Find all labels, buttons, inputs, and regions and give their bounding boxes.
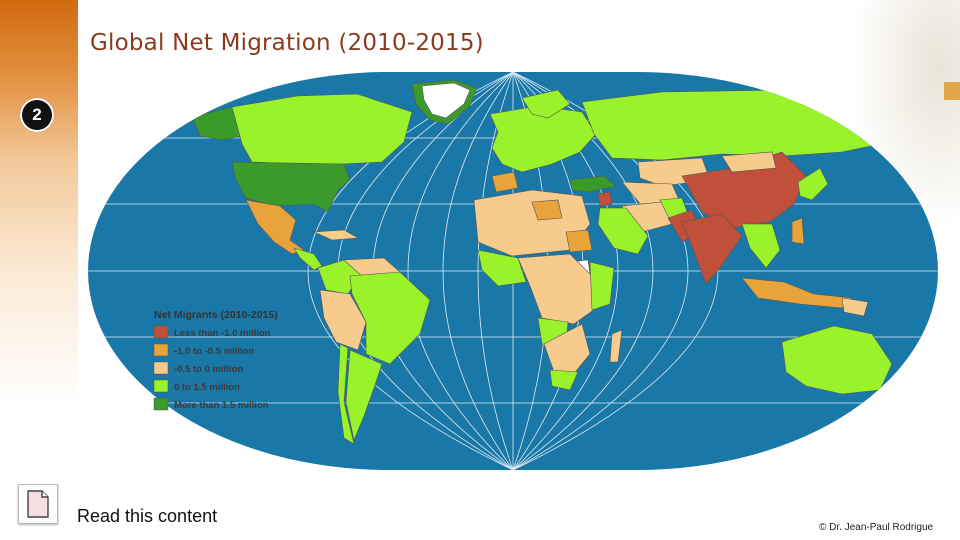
region-papua	[841, 297, 869, 317]
region-libya	[531, 199, 563, 221]
slide-title: Global Net Migration (2010-2015)	[90, 30, 484, 56]
region-usa	[231, 161, 351, 213]
region-mongolia	[721, 151, 777, 173]
region-turkey	[569, 175, 617, 193]
legend-label-1: Less than -1.0 million	[174, 328, 271, 339]
read-content-link[interactable]: Read this content	[77, 506, 218, 526]
region-peru-bolivia	[319, 289, 367, 351]
legend-swatch-5	[153, 397, 169, 411]
region-west-africa	[477, 249, 527, 287]
region-canada	[231, 93, 413, 165]
region-spain	[491, 171, 519, 193]
region-madagascar	[609, 329, 623, 363]
open-document-button[interactable]	[18, 484, 58, 524]
region-syria	[597, 191, 613, 207]
left-accent-bar	[0, 0, 78, 540]
region-sudan	[565, 229, 593, 253]
accent-tab	[944, 82, 960, 100]
legend-swatch-2	[153, 343, 169, 357]
legend-label-5: More than 1.5 million	[174, 400, 269, 411]
region-east-africa	[589, 261, 615, 311]
world-map: Net Migrants (2010-2015) Less than -1.0 …	[88, 72, 938, 470]
region-argentina	[345, 349, 383, 442]
region-mexico	[245, 199, 305, 255]
document-icon	[27, 490, 49, 518]
legend-label-4: 0 to 1.5 million	[174, 382, 240, 393]
legend-label-2: -1.0 to -0.5 million	[174, 346, 254, 357]
region-japan-korea	[797, 167, 829, 201]
region-southern-africa	[543, 323, 591, 377]
legend-label-3: -0.5 to 0 million	[174, 364, 243, 375]
region-south-africa	[549, 369, 579, 391]
copyright-credit: © Dr. Jean-Paul Rodrigue	[819, 522, 934, 533]
region-brazil	[349, 271, 431, 365]
region-new-zealand	[893, 385, 913, 417]
region-india	[681, 213, 743, 285]
legend-title: Net Migrants (2010-2015)	[154, 309, 278, 321]
legend-swatch-3	[153, 361, 169, 375]
region-chile	[337, 343, 355, 445]
region-europe	[489, 105, 597, 173]
region-caribbean	[313, 229, 359, 241]
region-southeast-asia	[741, 223, 781, 269]
region-greenland-ice	[421, 82, 471, 119]
region-arabia	[597, 207, 649, 255]
slide-number-badge: 2	[20, 98, 54, 132]
region-scandinavia	[521, 89, 571, 119]
legend-swatch-1	[153, 325, 169, 339]
legend-swatch-4	[153, 379, 169, 393]
region-philippines	[791, 217, 805, 245]
map-legend: Net Migrants (2010-2015) Less than -1.0 …	[153, 309, 278, 411]
region-central-africa	[517, 253, 603, 325]
